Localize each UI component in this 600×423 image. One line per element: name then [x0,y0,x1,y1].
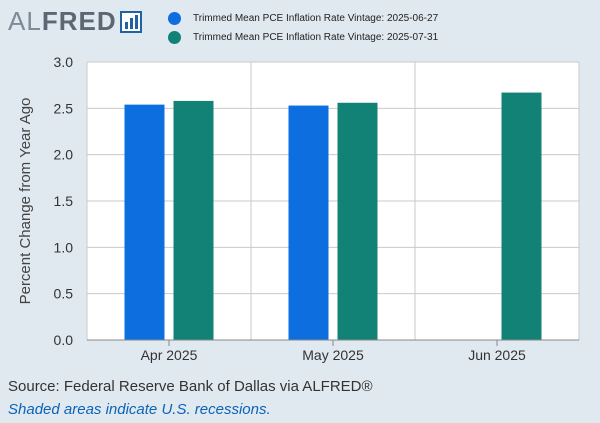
y-tick-label: 2.5 [54,100,74,116]
x-tick-label: May 2025 [302,347,364,363]
legend-item-series-2: Trimmed Mean PCE Inflation Rate Vintage:… [168,28,438,47]
y-tick-label: 1.0 [54,239,74,255]
bar-series-2-1 [337,102,378,340]
y-tick-label: 2.0 [54,147,74,163]
y-tick-label: 0.0 [54,332,74,348]
legend-swatch-series-2 [168,31,181,44]
bar-series-1-0 [124,104,165,340]
recession-note: Shaded areas indicate U.S. recessions. [8,401,271,418]
legend-label-series-2: Trimmed Mean PCE Inflation Rate Vintage:… [193,32,439,43]
bar-chart-icon [119,10,142,33]
y-tick-label: 1.5 [54,193,74,209]
x-tick-label: Jun 2025 [468,347,526,363]
logo-text: ALFRED [8,6,117,36]
y-tick-label: 0.5 [54,286,74,302]
y-tick-labels: 0.0 0.5 1.0 1.5 2.0 2.5 3.0 [54,54,74,348]
x-tick-label: Apr 2025 [141,347,198,363]
legend-label-series-1: Trimmed Mean PCE Inflation Rate Vintage:… [193,13,439,24]
y-axis-title: Percent Change from Year Ago [17,98,34,305]
source-text: Source: Federal Reserve Bank of Dallas v… [8,378,373,395]
bars [124,92,542,340]
alfred-logo: ALFRED [8,6,142,36]
chart: 0.0 0.5 1.0 1.5 2.0 2.5 3.0 Apr 2025 May 2025 Ju… [17,54,580,363]
bar-series-1-1 [288,105,329,340]
bar-series-2-0 [173,100,214,340]
x-tick-labels: Apr 2025 May 2025 Jun 2025 [87,339,579,363]
legend-swatch-series-1 [168,12,181,25]
bar-series-2-2 [501,92,542,340]
legend-item-series-1: Trimmed Mean PCE Inflation Rate Vintage:… [168,9,438,28]
chart-legend: Trimmed Mean PCE Inflation Rate Vintage:… [168,9,438,47]
logo-text-bold: FRED [41,6,117,36]
logo-text-light: AL [8,6,42,36]
y-tick-label: 3.0 [54,54,74,70]
